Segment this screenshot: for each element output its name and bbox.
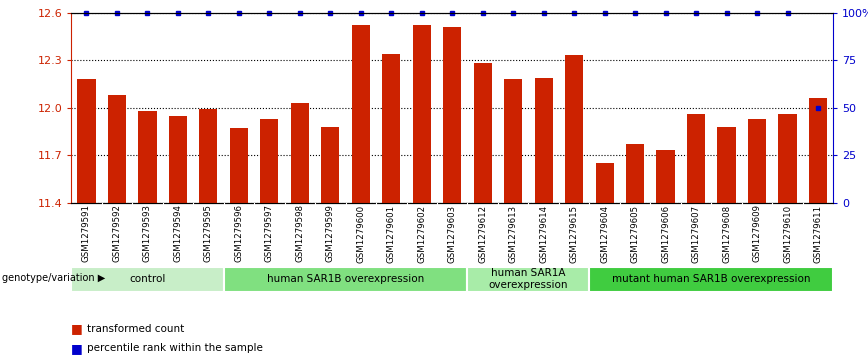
Bar bbox=[230, 128, 248, 203]
Text: GSM1279601: GSM1279601 bbox=[387, 204, 396, 262]
Bar bbox=[748, 119, 766, 203]
Text: GSM1279593: GSM1279593 bbox=[143, 204, 152, 262]
Text: transformed count: transformed count bbox=[87, 323, 184, 334]
Text: control: control bbox=[129, 274, 166, 284]
Text: GSM1279598: GSM1279598 bbox=[295, 204, 305, 262]
Text: ■: ■ bbox=[71, 342, 83, 355]
Text: percentile rank within the sample: percentile rank within the sample bbox=[87, 343, 263, 354]
Bar bbox=[412, 25, 431, 203]
Bar bbox=[718, 127, 736, 203]
Text: genotype/variation ▶: genotype/variation ▶ bbox=[2, 273, 105, 283]
Bar bbox=[321, 127, 339, 203]
Text: GSM1279595: GSM1279595 bbox=[204, 204, 213, 262]
Text: GSM1279615: GSM1279615 bbox=[569, 204, 579, 262]
Bar bbox=[77, 79, 95, 203]
Text: GSM1279614: GSM1279614 bbox=[539, 204, 549, 262]
Text: GSM1279606: GSM1279606 bbox=[661, 204, 670, 262]
Bar bbox=[589, 266, 833, 292]
Text: GSM1279591: GSM1279591 bbox=[82, 204, 91, 262]
Bar bbox=[595, 163, 614, 203]
Bar bbox=[260, 119, 279, 203]
Bar bbox=[108, 95, 126, 203]
Bar bbox=[382, 54, 400, 203]
Bar bbox=[504, 79, 523, 203]
Bar bbox=[443, 27, 462, 203]
Bar bbox=[138, 111, 156, 203]
Text: GSM1279610: GSM1279610 bbox=[783, 204, 792, 262]
Text: GSM1279602: GSM1279602 bbox=[418, 204, 426, 262]
Text: mutant human SAR1B overexpression: mutant human SAR1B overexpression bbox=[612, 274, 811, 284]
Text: GSM1279596: GSM1279596 bbox=[234, 204, 243, 262]
Text: GSM1279597: GSM1279597 bbox=[265, 204, 273, 262]
Text: GSM1279604: GSM1279604 bbox=[600, 204, 609, 262]
Bar bbox=[535, 78, 553, 203]
Text: GSM1279599: GSM1279599 bbox=[326, 204, 335, 262]
Bar bbox=[626, 144, 644, 203]
Text: GSM1279609: GSM1279609 bbox=[753, 204, 761, 262]
Bar bbox=[71, 266, 224, 292]
Text: GSM1279613: GSM1279613 bbox=[509, 204, 517, 262]
Text: GSM1279603: GSM1279603 bbox=[448, 204, 457, 262]
Bar bbox=[291, 103, 309, 203]
Text: GSM1279600: GSM1279600 bbox=[356, 204, 365, 262]
Bar bbox=[565, 56, 583, 203]
Bar bbox=[474, 63, 492, 203]
Text: human SAR1A
overexpression: human SAR1A overexpression bbox=[489, 268, 569, 290]
Text: GSM1279607: GSM1279607 bbox=[692, 204, 700, 262]
Text: GSM1279605: GSM1279605 bbox=[631, 204, 640, 262]
Text: ■: ■ bbox=[71, 322, 83, 335]
Text: GSM1279594: GSM1279594 bbox=[174, 204, 182, 262]
Bar bbox=[168, 115, 187, 203]
Text: GSM1279612: GSM1279612 bbox=[478, 204, 487, 262]
Bar bbox=[779, 114, 797, 203]
Bar bbox=[352, 25, 370, 203]
Bar bbox=[200, 109, 218, 203]
Bar bbox=[656, 150, 674, 203]
Text: GSM1279592: GSM1279592 bbox=[112, 204, 122, 262]
Text: GSM1279611: GSM1279611 bbox=[813, 204, 823, 262]
Bar bbox=[687, 114, 705, 203]
Bar bbox=[809, 98, 827, 203]
Bar bbox=[468, 266, 589, 292]
Bar bbox=[224, 266, 468, 292]
Text: GSM1279608: GSM1279608 bbox=[722, 204, 731, 262]
Text: human SAR1B overexpression: human SAR1B overexpression bbox=[266, 274, 424, 284]
